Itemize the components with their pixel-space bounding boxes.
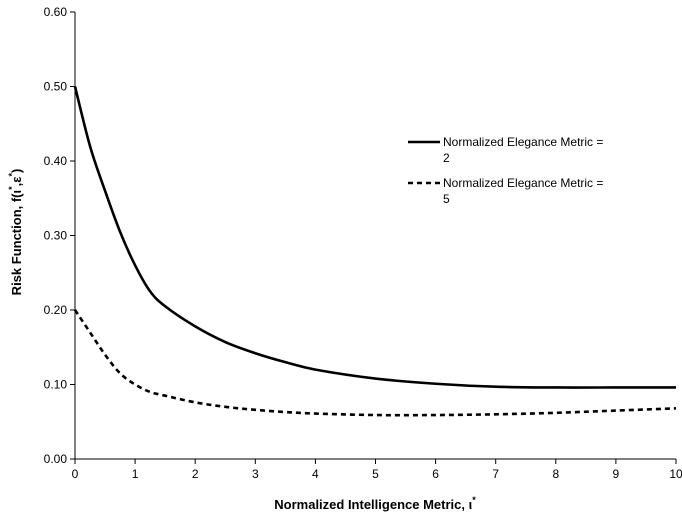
x-tick-label: 3	[252, 467, 259, 481]
x-axis-ticks: 0 1 2 3 4 5 6 7 8 9 10	[72, 459, 682, 481]
x-tick-label: 2	[192, 467, 199, 481]
y-tick-label: 0.40	[44, 154, 68, 168]
legend-label-series-1-line-1: Normalized Elegance Metric =	[443, 135, 603, 149]
x-tick-label: 6	[432, 467, 439, 481]
x-tick-label: 5	[372, 467, 379, 481]
legend-label-series-2-line-1: Normalized Elegance Metric =	[443, 176, 603, 190]
x-axis-title: Normalized Intelligence Metric, ι*	[274, 495, 476, 512]
y-tick-label: 0.30	[44, 229, 68, 243]
x-tick-label: 9	[613, 467, 620, 481]
y-axis-ticks: 0.00 0.10 0.20 0.30 0.40 0.50 0.60	[44, 5, 75, 466]
y-axis-title: Risk Function, f(ι*,ε*)	[7, 169, 24, 296]
x-tick-label: 7	[492, 467, 499, 481]
x-tick-label: 10	[669, 467, 682, 481]
x-tick-label: 4	[312, 467, 319, 481]
series-layer	[73, 86, 677, 417]
x-tick-label: 8	[552, 467, 559, 481]
legend-label-series-2-line-2: 5	[443, 192, 450, 206]
y-tick-label: 0.10	[44, 378, 68, 392]
x-tick-label: 0	[72, 467, 79, 481]
y-tick-label: 0.20	[44, 303, 68, 317]
series-line-2	[73, 309, 677, 417]
y-tick-label: 0.60	[44, 5, 68, 19]
y-tick-label: 0.00	[44, 452, 68, 466]
y-tick-label: 0.50	[44, 80, 68, 94]
series-line-1	[73, 86, 676, 389]
legend-label-series-1-line-2: 2	[443, 151, 450, 165]
x-tick-label: 1	[132, 467, 139, 481]
legend: Normalized Elegance Metric = 2 Normalize…	[408, 135, 603, 206]
